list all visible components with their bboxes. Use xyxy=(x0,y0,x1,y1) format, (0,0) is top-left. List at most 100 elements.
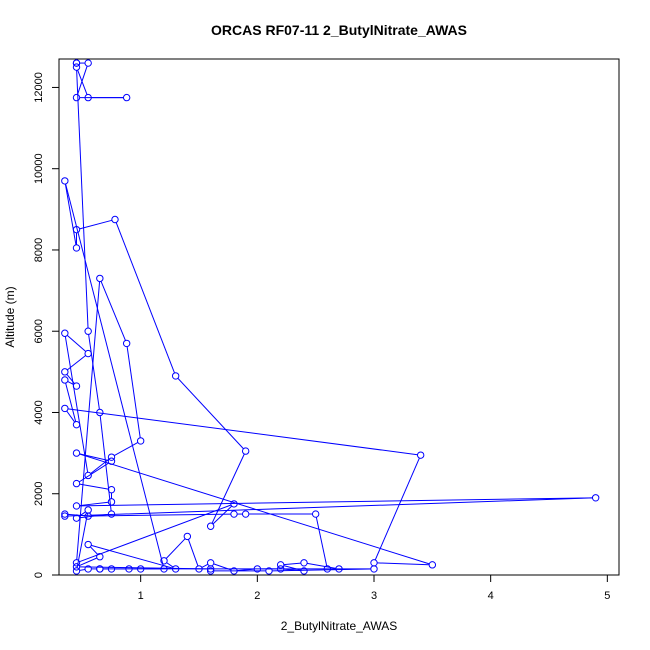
data-point xyxy=(84,512,92,520)
chart-title: ORCAS RF07-11 2_ButylNitrate_AWAS xyxy=(211,22,467,38)
series-segment xyxy=(77,65,88,95)
data-point xyxy=(122,93,131,102)
series-segment xyxy=(79,453,430,565)
series-segment xyxy=(237,568,255,572)
data-point xyxy=(125,565,133,573)
data-point xyxy=(107,510,116,518)
series-segment xyxy=(79,453,109,461)
y-axis: 0 2000 4000 6000 8000 10000 12000 xyxy=(33,72,60,578)
data-point xyxy=(300,559,308,567)
series-segment xyxy=(64,183,77,245)
data-point xyxy=(61,177,69,185)
data-point xyxy=(84,506,92,514)
y-tick-label: 2000 xyxy=(33,481,45,505)
data-point xyxy=(241,510,250,518)
data-point xyxy=(84,471,92,480)
data-point xyxy=(61,512,69,520)
series-segment xyxy=(79,557,98,567)
series-segment xyxy=(90,458,110,474)
data-point xyxy=(72,479,81,488)
series-segment xyxy=(91,544,173,569)
data-point xyxy=(230,567,238,575)
series-lines xyxy=(64,62,593,572)
y-tick-label: 6000 xyxy=(33,319,45,343)
series-segment xyxy=(307,562,336,569)
data-point xyxy=(206,567,215,575)
x-tick-label: 1 xyxy=(138,590,144,602)
x-tick-label: 2 xyxy=(254,590,260,602)
series-segment xyxy=(377,562,430,566)
series-segment xyxy=(65,183,164,566)
x-axis-label: 2_ButylNitrate_AWAS xyxy=(281,619,398,633)
plot-frame xyxy=(58,58,620,576)
data-point xyxy=(72,563,81,571)
data-point xyxy=(61,404,69,413)
series-segment xyxy=(79,219,113,230)
data-point xyxy=(107,453,116,461)
data-point xyxy=(96,274,104,283)
data-point xyxy=(84,59,92,67)
data-point xyxy=(122,339,131,348)
data-point xyxy=(72,502,81,510)
series-segment xyxy=(201,563,209,568)
data-point xyxy=(84,540,92,549)
data-point xyxy=(84,349,92,358)
data-point xyxy=(61,368,69,376)
data-point xyxy=(183,532,192,541)
series-segment xyxy=(187,539,199,567)
data-point xyxy=(61,510,69,518)
series-segment xyxy=(79,497,593,507)
series-segment xyxy=(88,334,100,410)
series-segment xyxy=(67,355,86,371)
data-point xyxy=(230,500,238,508)
data-point xyxy=(84,93,92,102)
data-point xyxy=(206,522,215,530)
data-point xyxy=(72,244,81,252)
data-point xyxy=(72,449,81,457)
data-point xyxy=(107,485,116,494)
y-tick-label: 0 xyxy=(33,572,45,578)
y-tick-label: 8000 xyxy=(33,238,45,262)
data-point xyxy=(72,382,81,390)
data-point xyxy=(72,420,81,429)
data-point xyxy=(171,372,180,380)
y-tick-label: 10000 xyxy=(33,153,45,184)
data-point xyxy=(107,565,116,573)
data-point xyxy=(323,565,332,573)
data-point xyxy=(72,63,81,71)
data-point xyxy=(84,565,92,573)
series-segment xyxy=(166,562,174,568)
data-point xyxy=(72,559,81,567)
data-point xyxy=(84,327,92,335)
data-point xyxy=(195,565,203,573)
series-segment xyxy=(90,546,98,555)
data-point xyxy=(370,559,378,567)
data-point xyxy=(96,565,104,573)
x-axis: 1 2 3 4 5 xyxy=(138,574,610,602)
data-point xyxy=(72,567,81,575)
data-point xyxy=(171,565,180,573)
data-point xyxy=(136,565,145,573)
data-point xyxy=(107,457,116,465)
data-point xyxy=(160,565,168,573)
series-segment xyxy=(212,505,233,525)
series-segment xyxy=(76,70,89,329)
x-tick-label: 3 xyxy=(371,590,377,602)
data-point xyxy=(107,498,116,506)
data-point xyxy=(136,437,145,445)
series-segment xyxy=(126,346,141,438)
series-points xyxy=(61,59,600,575)
data-point xyxy=(111,215,119,224)
data-point xyxy=(253,565,262,573)
series-segment xyxy=(76,281,101,560)
series-segment xyxy=(79,501,109,507)
data-point xyxy=(72,59,81,67)
series-segment xyxy=(283,562,301,566)
data-point xyxy=(335,565,343,573)
series-segment xyxy=(64,336,89,473)
series-segment xyxy=(66,410,76,423)
y-axis-label: Altitude (m) xyxy=(3,286,17,347)
series-segment xyxy=(177,377,244,450)
data-point xyxy=(416,451,425,459)
